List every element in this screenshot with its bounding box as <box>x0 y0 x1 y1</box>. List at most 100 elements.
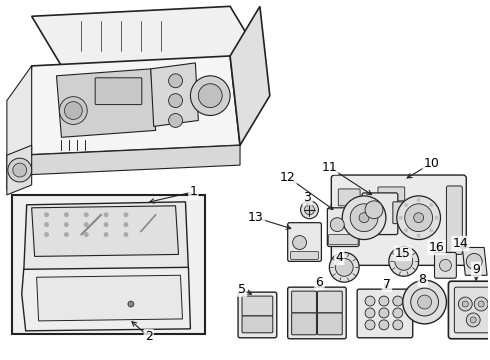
FancyBboxPatch shape <box>95 78 142 105</box>
Circle shape <box>64 102 82 120</box>
Circle shape <box>365 320 375 330</box>
Text: 10: 10 <box>424 157 440 170</box>
Circle shape <box>416 234 420 238</box>
FancyBboxPatch shape <box>288 287 346 339</box>
FancyBboxPatch shape <box>446 186 462 255</box>
Circle shape <box>417 295 432 309</box>
FancyBboxPatch shape <box>454 287 490 333</box>
Text: 11: 11 <box>321 161 337 174</box>
Circle shape <box>404 203 408 207</box>
Circle shape <box>440 260 451 271</box>
Circle shape <box>389 247 418 276</box>
Circle shape <box>393 296 403 306</box>
Polygon shape <box>22 267 191 331</box>
Circle shape <box>379 308 389 318</box>
Circle shape <box>13 163 26 177</box>
Circle shape <box>103 212 109 217</box>
Circle shape <box>169 113 182 127</box>
FancyBboxPatch shape <box>318 313 342 335</box>
Circle shape <box>300 201 318 219</box>
Circle shape <box>403 280 446 324</box>
Circle shape <box>379 296 389 306</box>
Circle shape <box>335 258 353 276</box>
FancyBboxPatch shape <box>435 252 456 278</box>
Circle shape <box>84 222 89 227</box>
Polygon shape <box>37 275 182 321</box>
Text: 7: 7 <box>383 278 391 291</box>
Polygon shape <box>7 145 32 195</box>
Circle shape <box>64 232 69 237</box>
Polygon shape <box>22 145 240 175</box>
Polygon shape <box>56 69 156 137</box>
Circle shape <box>342 196 386 239</box>
FancyBboxPatch shape <box>448 281 490 339</box>
Circle shape <box>169 74 182 88</box>
Circle shape <box>84 212 89 217</box>
Circle shape <box>466 253 482 269</box>
FancyBboxPatch shape <box>238 292 277 338</box>
Circle shape <box>395 252 413 270</box>
Circle shape <box>103 232 109 237</box>
Circle shape <box>123 212 128 217</box>
Circle shape <box>405 204 433 231</box>
Circle shape <box>64 222 69 227</box>
Circle shape <box>198 84 222 108</box>
Circle shape <box>123 232 128 237</box>
FancyBboxPatch shape <box>393 202 410 224</box>
FancyBboxPatch shape <box>291 251 318 260</box>
Circle shape <box>293 235 307 249</box>
FancyBboxPatch shape <box>292 313 317 335</box>
Text: 12: 12 <box>280 171 295 184</box>
Circle shape <box>379 320 389 330</box>
Circle shape <box>64 212 69 217</box>
FancyBboxPatch shape <box>357 289 413 338</box>
FancyBboxPatch shape <box>242 316 273 333</box>
Text: 1: 1 <box>190 185 197 198</box>
Circle shape <box>8 158 32 182</box>
Polygon shape <box>151 63 198 126</box>
Circle shape <box>59 96 87 125</box>
Circle shape <box>416 198 420 202</box>
Text: 9: 9 <box>472 263 480 276</box>
Circle shape <box>44 212 49 217</box>
Circle shape <box>393 308 403 318</box>
Circle shape <box>466 313 480 327</box>
Text: 2: 2 <box>145 330 153 343</box>
Text: 13: 13 <box>248 211 264 224</box>
Circle shape <box>359 213 369 223</box>
FancyBboxPatch shape <box>378 187 405 201</box>
Text: 15: 15 <box>395 247 411 260</box>
Circle shape <box>44 232 49 237</box>
Circle shape <box>365 201 383 219</box>
Bar <box>12 195 205 334</box>
Circle shape <box>470 317 476 323</box>
FancyBboxPatch shape <box>331 175 466 265</box>
Text: 6: 6 <box>316 276 323 289</box>
Text: 14: 14 <box>452 237 468 250</box>
Circle shape <box>169 94 182 108</box>
Circle shape <box>103 222 109 227</box>
FancyBboxPatch shape <box>242 296 273 316</box>
FancyBboxPatch shape <box>318 291 342 313</box>
Circle shape <box>330 218 344 231</box>
Circle shape <box>128 301 134 307</box>
Circle shape <box>350 204 378 231</box>
Circle shape <box>329 252 359 282</box>
Circle shape <box>365 308 375 318</box>
FancyBboxPatch shape <box>362 193 398 235</box>
FancyBboxPatch shape <box>338 189 360 206</box>
Circle shape <box>305 205 315 215</box>
Circle shape <box>411 288 439 316</box>
Circle shape <box>458 297 472 311</box>
FancyBboxPatch shape <box>292 291 317 313</box>
Circle shape <box>399 216 403 220</box>
Polygon shape <box>462 247 487 275</box>
Circle shape <box>191 76 230 116</box>
Circle shape <box>474 297 488 311</box>
Circle shape <box>478 301 484 307</box>
Circle shape <box>429 203 433 207</box>
Polygon shape <box>32 206 178 256</box>
Circle shape <box>435 216 439 220</box>
Circle shape <box>123 222 128 227</box>
Polygon shape <box>7 66 32 190</box>
